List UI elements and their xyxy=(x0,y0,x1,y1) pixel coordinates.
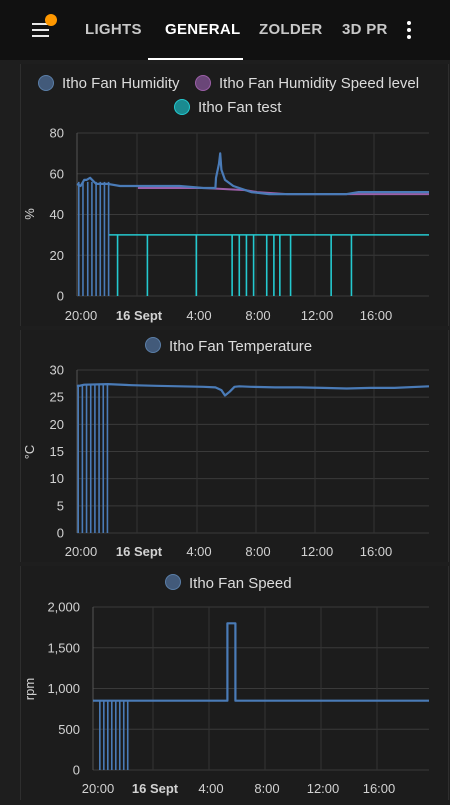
tab-zolder[interactable]: ZOLDER xyxy=(259,21,323,38)
tab-lights[interactable]: LIGHTS xyxy=(85,21,142,38)
x-tick-label: 12:00 xyxy=(301,544,334,559)
y-tick-label: 40 xyxy=(50,207,64,222)
x-axis-ticks: 20:00 16 Sept 4:00 8:00 12:00 16:00 xyxy=(65,308,393,323)
x-tick-label: 8:00 xyxy=(245,544,270,559)
x-tick-label: 16:00 xyxy=(360,544,393,559)
series-layer xyxy=(93,622,429,770)
legend-item-speed-level[interactable]: Itho Fan Humidity Speed level xyxy=(195,75,420,92)
x-tick-label: 20:00 xyxy=(82,781,115,796)
tab-3d-pr[interactable]: 3D PR xyxy=(342,21,388,38)
humidity-chart-card: Itho Fan Humidity Itho Fan Humidity Spee… xyxy=(20,64,449,326)
legend-label-speed-level: Itho Fan Humidity Speed level xyxy=(219,75,419,92)
legend-label-temperature: Itho Fan Temperature xyxy=(169,338,312,355)
y-axis-ticks: 0 500 1,000 1,500 2,000 xyxy=(47,600,80,778)
y-tick-label: 30 xyxy=(50,363,64,378)
series-layer xyxy=(76,383,430,533)
x-axis-ticks: 20:00 16 Sept 4:00 8:00 12:00 16:00 xyxy=(82,781,396,796)
y-tick-label: 500 xyxy=(58,722,80,737)
x-tick-label: 16 Sept xyxy=(116,308,163,323)
humidity-chart: Itho Fan Humidity Itho Fan Humidity Spee… xyxy=(22,75,429,323)
y-tick-label: 20 xyxy=(50,417,64,432)
y-axis-label: °C xyxy=(22,445,37,460)
legend-item-fan-speed[interactable]: Itho Fan Speed xyxy=(165,574,292,593)
fan-speed-chart: Itho Fan Speed 0 500 1,000 1,500 2,000 rpm 2… xyxy=(22,574,429,796)
x-tick-label: 16 Sept xyxy=(116,544,163,559)
legend-label-fan-speed: Itho Fan Speed xyxy=(189,575,292,592)
series-line-fan-speed xyxy=(93,622,429,702)
menu-icon[interactable] xyxy=(30,18,54,42)
y-tick-label: 80 xyxy=(50,126,64,141)
legend-swatch-temperature xyxy=(145,337,161,353)
series-layer xyxy=(76,152,429,296)
top-app-bar: LIGHTS GENERAL ZOLDER 3D PR xyxy=(0,0,450,60)
x-tick-label: 16:00 xyxy=(360,308,393,323)
active-tab-indicator xyxy=(148,58,243,60)
y-tick-label: 60 xyxy=(50,166,64,181)
x-tick-label: 4:00 xyxy=(186,544,211,559)
series-line-temperature xyxy=(76,383,430,397)
y-tick-label: 1,000 xyxy=(47,681,80,696)
x-tick-label: 20:00 xyxy=(65,308,98,323)
legend-swatch-test xyxy=(174,99,190,115)
y-tick-label: 1,500 xyxy=(47,640,80,655)
legend-swatch-fan-speed xyxy=(165,574,181,590)
series-line-humidity xyxy=(76,152,429,196)
fan-speed-chart-card: Itho Fan Speed 0 500 1,000 1,500 2,000 rpm 2… xyxy=(20,566,449,800)
y-tick-label: 5 xyxy=(57,498,64,513)
legend-swatch-humidity xyxy=(38,75,54,91)
y-tick-label: 10 xyxy=(50,471,64,486)
y-tick-label: 15 xyxy=(50,444,64,459)
y-axis-ticks: 0 5 10 15 20 25 30 xyxy=(50,363,64,541)
x-tick-label: 20:00 xyxy=(65,544,98,559)
legend-swatch-speed-level xyxy=(195,75,211,91)
temperature-chart-card: Itho Fan Temperature 0 5 10 15 20 25 30 °C 20:… xyxy=(20,330,449,562)
y-tick-label: 2,000 xyxy=(47,600,80,615)
x-tick-label: 12:00 xyxy=(301,308,334,323)
legend-label-test: Itho Fan test xyxy=(198,99,282,116)
tab-general[interactable]: GENERAL xyxy=(165,21,241,38)
grid-lines xyxy=(92,606,429,771)
x-tick-label: 16:00 xyxy=(363,781,396,796)
more-vertical-icon[interactable] xyxy=(402,18,416,42)
x-tick-label: 8:00 xyxy=(254,781,279,796)
x-tick-label: 12:00 xyxy=(307,781,340,796)
legend-label-humidity: Itho Fan Humidity xyxy=(62,75,180,92)
x-tick-label: 4:00 xyxy=(186,308,211,323)
y-axis-label: rpm xyxy=(22,678,37,700)
legend-item-humidity[interactable]: Itho Fan Humidity xyxy=(38,75,181,92)
x-tick-label: 16 Sept xyxy=(132,781,179,796)
notification-dot-icon xyxy=(45,14,57,26)
legend-item-test[interactable]: Itho Fan test xyxy=(174,99,283,116)
y-axis-ticks: 0 20 40 60 80 xyxy=(50,126,64,304)
x-tick-label: 4:00 xyxy=(198,781,223,796)
y-tick-label: 0 xyxy=(73,763,80,778)
y-axis-label: % xyxy=(22,208,37,220)
legend-item-temperature[interactable]: Itho Fan Temperature xyxy=(145,337,313,356)
grid-lines xyxy=(76,132,429,297)
temperature-chart: Itho Fan Temperature 0 5 10 15 20 25 30 °C 20:… xyxy=(22,337,430,559)
y-tick-label: 0 xyxy=(57,526,64,541)
y-tick-label: 25 xyxy=(50,390,64,405)
y-tick-label: 20 xyxy=(50,248,64,263)
x-axis-ticks: 20:00 16 Sept 4:00 8:00 12:00 16:00 xyxy=(65,544,393,559)
x-tick-label: 8:00 xyxy=(245,308,270,323)
y-tick-label: 0 xyxy=(57,289,64,304)
grid-lines xyxy=(76,369,429,534)
